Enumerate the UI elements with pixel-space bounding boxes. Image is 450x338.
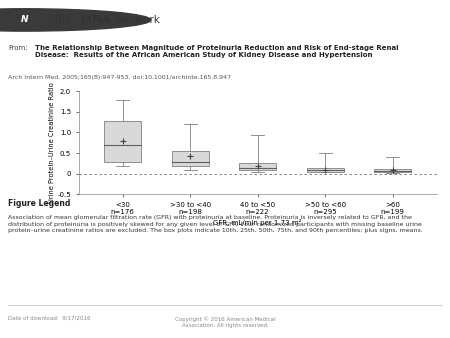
Bar xyxy=(104,121,141,162)
Bar xyxy=(374,169,411,172)
X-axis label: GFR, mL/min per 1.73 m²: GFR, mL/min per 1.73 m² xyxy=(213,219,302,226)
Y-axis label: Urine Protein–Urine Creatinine Ratio: Urine Protein–Urine Creatinine Ratio xyxy=(49,82,55,203)
Bar xyxy=(306,168,344,172)
Text: From:: From: xyxy=(8,45,28,51)
Bar xyxy=(239,163,276,170)
Circle shape xyxy=(0,9,151,31)
Text: Arch Intern Med. 2005;165(8):947-953. doi:10.1001/archinte.165.8.947: Arch Intern Med. 2005;165(8):947-953. do… xyxy=(8,75,231,79)
Text: Figure Legend: Figure Legend xyxy=(8,199,71,209)
Text: JAMA: JAMA xyxy=(80,15,110,25)
Text: N: N xyxy=(21,16,28,24)
Text: Association of mean glomerular filtration rate (GFR) with proteinuria at baselin: Association of mean glomerular filtratio… xyxy=(8,215,423,233)
Text: Network: Network xyxy=(113,15,160,25)
Text: Date of download:  9/17/2016: Date of download: 9/17/2016 xyxy=(8,316,90,321)
Text: The Relationship Between Magnitude of Proteinuria Reduction and Risk of End-stag: The Relationship Between Magnitude of Pr… xyxy=(35,45,399,58)
Text: The: The xyxy=(52,15,74,25)
Text: Copyright © 2016 American Medical
Association. All rights reserved.: Copyright © 2016 American Medical Associ… xyxy=(175,316,275,328)
Bar xyxy=(171,151,209,166)
